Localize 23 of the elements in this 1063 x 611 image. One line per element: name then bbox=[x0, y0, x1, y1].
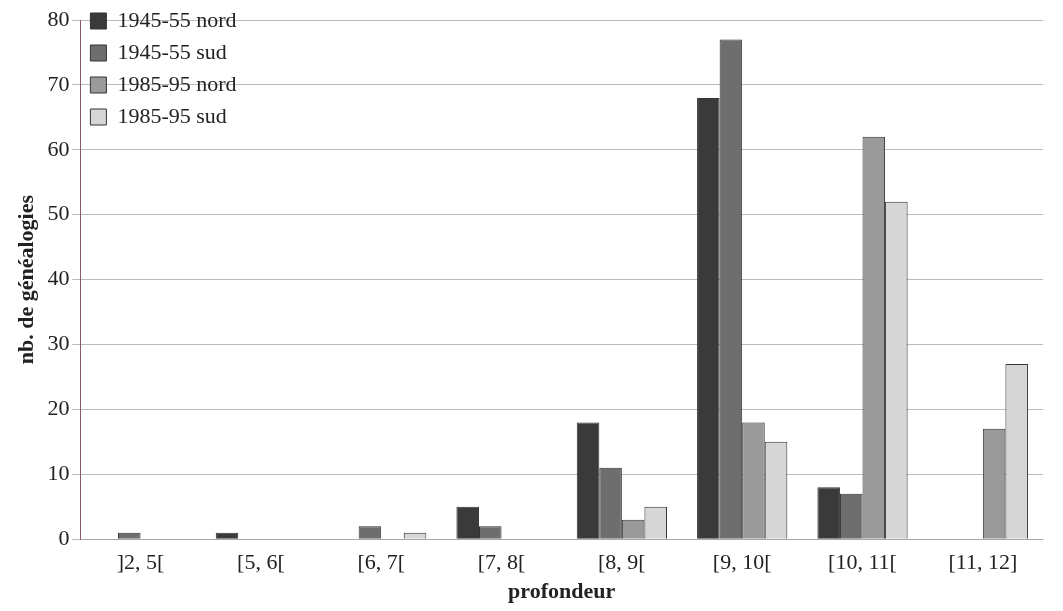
x-tick-label: [8, 9[ bbox=[598, 549, 646, 575]
legend-label: 1985-95 nord bbox=[117, 70, 237, 96]
x-tick-label: [10, 11[ bbox=[828, 549, 897, 575]
y-tick-label: 50 bbox=[47, 200, 70, 226]
y-tick-label: 30 bbox=[47, 330, 70, 356]
x-tick-label: [11, 12] bbox=[948, 549, 1018, 575]
y-tick-label: 60 bbox=[47, 135, 70, 161]
y-tick-label: 80 bbox=[47, 5, 70, 31]
x-tick-label: [5, 6[ bbox=[237, 549, 285, 575]
x-tick-label: [6, 7[ bbox=[357, 549, 406, 575]
y-axis-title: nb. de généalogies bbox=[12, 194, 38, 365]
legend-label: 1985-95 sud bbox=[117, 102, 227, 128]
legend-label: 1945-55 sud bbox=[117, 38, 227, 64]
y-tick-label: 10 bbox=[47, 460, 70, 486]
y-tick-label: 0 bbox=[58, 524, 70, 550]
x-tick-label: [7, 8[ bbox=[477, 549, 526, 575]
y-tick-label: 70 bbox=[47, 70, 70, 96]
y-tick-label: 20 bbox=[47, 395, 70, 421]
legend-label: 1945-55 nord bbox=[117, 6, 237, 32]
y-tick-label: 40 bbox=[47, 265, 70, 291]
x-tick-label: [9, 10[ bbox=[712, 549, 772, 575]
x-axis-title: profondeur bbox=[508, 578, 616, 604]
x-tick-label: ]2, 5[ bbox=[116, 549, 165, 575]
